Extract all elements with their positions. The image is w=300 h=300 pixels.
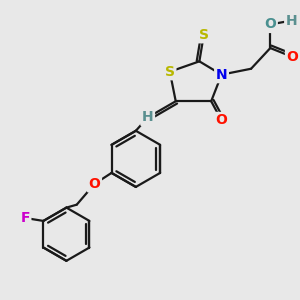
Text: O: O [216, 113, 227, 128]
Text: F: F [20, 211, 30, 225]
Text: O: O [88, 177, 101, 191]
Text: S: S [165, 65, 175, 79]
Text: S: S [199, 28, 209, 42]
Text: O: O [264, 17, 276, 32]
Text: H: H [286, 14, 297, 28]
Text: H: H [142, 110, 154, 124]
Text: N: N [216, 68, 227, 82]
Text: O: O [286, 50, 298, 64]
